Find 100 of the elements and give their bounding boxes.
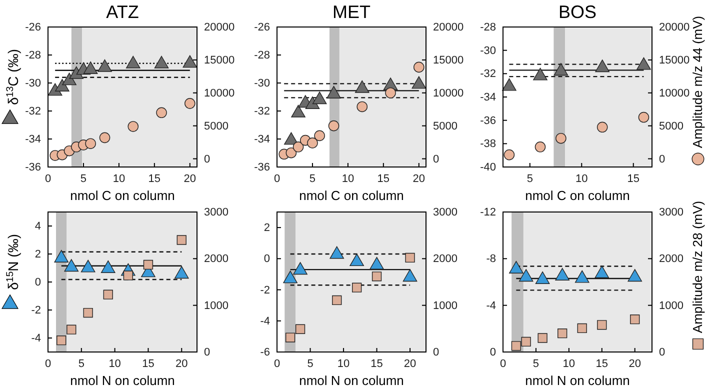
point [156, 107, 167, 118]
y2-tick-label: 5000 [433, 120, 458, 132]
point [126, 56, 140, 68]
y-tick-label: -28 [25, 50, 41, 62]
x-tick-label: 10 [576, 172, 588, 185]
x-axis-title: nmol C on column [299, 188, 404, 203]
y-tick-label: 2 [34, 248, 41, 261]
x-tick-label: 5 [526, 172, 533, 185]
point [55, 79, 70, 92]
y-tick-label: -34 [254, 134, 270, 146]
y2-tick-label: 5000 [204, 120, 228, 132]
y-tick-label: -4 [486, 300, 496, 312]
y2-tick-label: 5000 [659, 120, 684, 132]
point [636, 57, 651, 70]
point [402, 269, 418, 282]
y2-tick-label: 20000 [433, 22, 464, 34]
y2-tick-label: 10000 [659, 87, 690, 100]
point [538, 333, 548, 343]
point [128, 121, 139, 132]
point [54, 250, 69, 262]
point [385, 87, 396, 98]
point [332, 295, 342, 306]
y2-tick-label: 3000 [659, 206, 684, 219]
point [314, 130, 325, 142]
point [596, 122, 608, 133]
y2-tick-label: 3000 [433, 206, 458, 219]
point [511, 341, 522, 351]
chart-title: BOS [558, 2, 597, 22]
point [574, 270, 590, 283]
point [558, 328, 568, 338]
x-tick-label: 0 [500, 358, 506, 370]
x-tick-label: 5 [309, 172, 316, 185]
y2-tick-label: 0 [659, 346, 666, 359]
x-tick-label: 20 [404, 358, 416, 370]
y2-tick-label: 15000 [204, 54, 235, 66]
x-tick-label: 15 [377, 172, 390, 185]
point [414, 62, 424, 73]
x-axis-title: nmol N on column [70, 373, 175, 386]
point [143, 260, 154, 270]
y-tick-label: -30 [25, 78, 41, 90]
y2-tick-label: 1000 [204, 300, 228, 312]
x-tick-label: 15 [148, 172, 161, 185]
x-tick-label: 10 [562, 358, 576, 370]
y-tick-label: -4 [31, 332, 41, 345]
y2-tick-label: 20000 [204, 22, 235, 34]
y-tick-label: -2 [260, 284, 270, 296]
y-tick-label: 2 [264, 222, 270, 234]
point [638, 112, 650, 123]
y-tick-label: -26 [25, 22, 41, 34]
point [286, 147, 297, 158]
y-tick-label: -2 [31, 304, 41, 317]
point [555, 268, 570, 280]
y2-tick-label: 15000 [433, 54, 464, 66]
y-tick-label: -34 [25, 134, 41, 146]
x-tick-label: 20 [176, 358, 188, 370]
y2-tick-label: 1000 [659, 300, 684, 312]
x-tick-label: 5 [78, 358, 84, 370]
y-tick-label: -30 [254, 78, 270, 90]
point [154, 56, 169, 68]
x-axis-title: nmol C on column [70, 188, 175, 203]
point [518, 269, 534, 282]
point [330, 246, 344, 259]
point [292, 142, 304, 152]
point [182, 55, 198, 68]
point [556, 132, 566, 144]
point [62, 72, 76, 86]
x-tick-label: 10 [337, 358, 350, 370]
y-tick-label: -28 [254, 50, 270, 62]
x-tick-label: 10 [108, 358, 121, 370]
y2-tick-label: 10000 [204, 87, 235, 100]
y2-tick-label: 0 [659, 153, 666, 166]
point [370, 257, 384, 270]
point [176, 235, 186, 245]
y2-tick-label: 0 [204, 346, 210, 359]
point [123, 270, 133, 280]
y-tick-label: -12 [480, 206, 496, 219]
point [535, 271, 550, 284]
point [66, 324, 76, 334]
y2-tick-label: 1000 [433, 300, 458, 312]
y2-tick-label: 0 [433, 153, 440, 166]
x-axis-title: nmol N on column [299, 373, 404, 386]
y-tick-label: -30 [480, 44, 496, 57]
point [99, 132, 110, 144]
point [534, 142, 546, 152]
y-tick-label: 4 [34, 220, 41, 233]
y2-tick-label: 0 [433, 346, 440, 359]
point [283, 270, 298, 284]
y-tick-label: -32 [480, 68, 496, 80]
y2-axis-title: Amplitude m/z 44 (mV) [690, 16, 705, 148]
y-tick-label: -26 [254, 22, 270, 34]
point [326, 86, 341, 98]
point [594, 266, 610, 278]
y-tick-label: -36 [25, 162, 41, 174]
point [174, 266, 189, 279]
y-tick-label: -36 [480, 114, 496, 127]
point [630, 314, 640, 324]
point [577, 323, 587, 334]
chart-title: ATZ [106, 2, 139, 22]
point [100, 260, 116, 273]
x-axis-title: nmol N on column [525, 373, 630, 386]
